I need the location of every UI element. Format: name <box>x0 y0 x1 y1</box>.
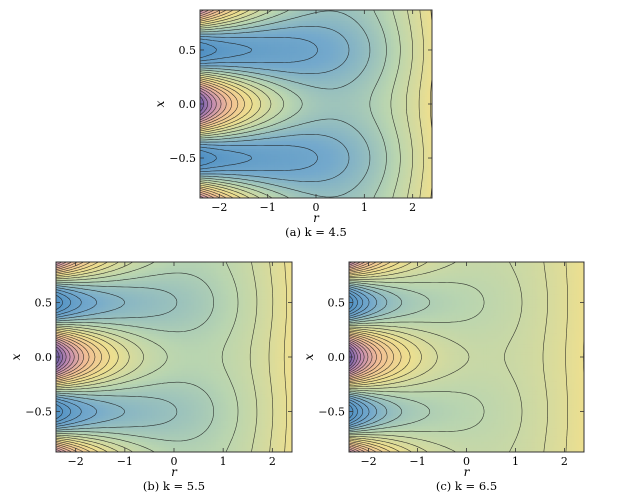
y-tick-label: 0.0 <box>179 98 197 111</box>
contour-panel-2: −2 −1 0 1 2 −0.5 0.0 0.5 r x (b) k = 5.5 <box>9 261 293 493</box>
x-tick-label: −2 <box>360 455 376 468</box>
y-tick-label: 0.5 <box>328 296 346 309</box>
colormap-fill <box>56 262 292 452</box>
contour-panel-1: −2 −1 0 1 2 −0.5 0.0 0.5 r x (a) k = 4.5 <box>153 9 433 239</box>
y-tick-label: 0.0 <box>35 351 53 364</box>
x-tick-label: 1 <box>220 455 227 468</box>
x-tick-label: −1 <box>260 201 276 214</box>
contour-lines <box>200 10 432 198</box>
y-tick-label: −0.5 <box>169 152 196 165</box>
y-tick-label: −0.5 <box>318 406 345 419</box>
x-tick-label: 2 <box>561 455 568 468</box>
contour-lines <box>56 262 287 452</box>
x-tick-label: 2 <box>409 201 416 214</box>
panel-caption: (c) k = 6.5 <box>436 479 497 493</box>
x-tick-label: −2 <box>68 455 84 468</box>
x-tick-label: −1 <box>117 455 133 468</box>
contour-panel-3: −2 −1 0 1 2 −0.5 0.0 0.5 r x (c) k = 6.5 <box>302 261 585 493</box>
y-tick-label: 0.0 <box>328 351 346 364</box>
y-tick-label: 0.5 <box>179 44 197 57</box>
panel-caption: (a) k = 4.5 <box>285 225 347 239</box>
y-axis-label: x <box>302 353 316 360</box>
y-axis-label: x <box>9 353 23 360</box>
x-axis-label: r <box>171 465 178 479</box>
x-tick-label: −2 <box>211 201 227 214</box>
x-tick-label: 0 <box>313 201 320 214</box>
y-tick-label: 0.5 <box>35 296 53 309</box>
x-tick-label: 1 <box>512 455 519 468</box>
x-axis-label: r <box>464 465 471 479</box>
x-axis-label: r <box>313 211 320 225</box>
y-axis-label: x <box>153 100 167 107</box>
panel-caption: (b) k = 5.5 <box>143 479 205 493</box>
x-tick-label: 0 <box>171 455 178 468</box>
y-tick-label: −0.5 <box>25 406 52 419</box>
colormap-fill <box>349 262 584 452</box>
x-tick-label: 2 <box>269 455 276 468</box>
x-tick-label: −1 <box>409 455 425 468</box>
x-tick-label: 0 <box>463 455 470 468</box>
x-tick-label: 1 <box>361 201 368 214</box>
